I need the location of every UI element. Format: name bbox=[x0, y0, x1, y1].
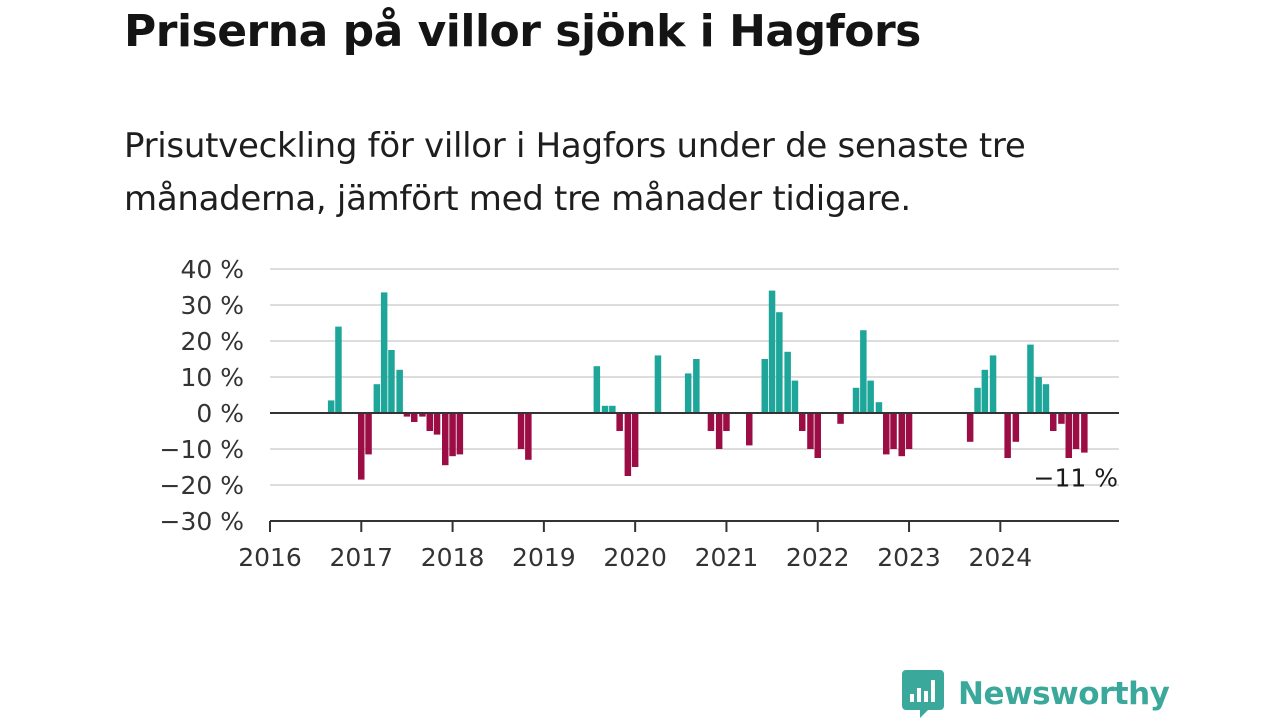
x-tick-label: 2017 bbox=[329, 543, 393, 572]
y-tick-label: −10 % bbox=[160, 435, 244, 464]
bar-chart: 40 %30 %20 %10 %0 %−10 %−20 %−30 % 2016 2… bbox=[160, 255, 1119, 572]
bar bbox=[396, 369, 403, 413]
bar bbox=[593, 366, 601, 413]
bar bbox=[860, 330, 867, 413]
bar bbox=[784, 351, 791, 413]
bar bbox=[791, 380, 799, 413]
y-tick-label: −20 % bbox=[160, 471, 244, 500]
bar bbox=[723, 413, 730, 431]
bars bbox=[327, 290, 1088, 480]
chart-subtitle: Prisutveckling för villor i Hagfors unde… bbox=[124, 126, 1026, 219]
bar bbox=[609, 405, 616, 413]
bar bbox=[388, 350, 395, 413]
bar bbox=[981, 369, 989, 413]
bar bbox=[624, 413, 632, 476]
bar bbox=[837, 413, 844, 424]
bar bbox=[1081, 413, 1088, 453]
bar bbox=[433, 413, 441, 435]
bar bbox=[525, 413, 532, 460]
y-tick-label: 20 % bbox=[180, 327, 244, 356]
bar bbox=[799, 413, 806, 431]
bar bbox=[1004, 413, 1011, 458]
bar bbox=[517, 413, 525, 449]
gridlines bbox=[270, 268, 1119, 486]
bar bbox=[1012, 413, 1020, 442]
x-tick-label: 2024 bbox=[969, 543, 1033, 572]
bar bbox=[1027, 344, 1034, 413]
bar bbox=[761, 359, 768, 413]
bar bbox=[601, 405, 609, 413]
bar bbox=[1035, 377, 1042, 413]
bar bbox=[875, 402, 883, 413]
bar bbox=[905, 413, 913, 449]
x-tick-label: 2023 bbox=[877, 543, 941, 572]
bar bbox=[358, 413, 365, 480]
bar bbox=[456, 413, 464, 455]
chart-title: Priserna på villor sjönk i Hagfors bbox=[124, 6, 921, 57]
newsworthy-logo-icon bbox=[902, 670, 944, 718]
y-tick-label: −30 % bbox=[160, 507, 244, 536]
bar bbox=[631, 413, 639, 467]
bar bbox=[776, 312, 783, 413]
bar bbox=[814, 413, 821, 458]
bar bbox=[966, 413, 974, 442]
bar bbox=[1042, 384, 1050, 413]
x-tick-label: 2022 bbox=[786, 543, 850, 572]
y-tick-label: 30 % bbox=[180, 291, 244, 320]
annotations: −11 % bbox=[1034, 464, 1118, 493]
bar bbox=[403, 413, 411, 417]
bar bbox=[974, 387, 981, 413]
bar bbox=[746, 413, 753, 446]
y-tick-label: 0 % bbox=[196, 399, 244, 428]
bar bbox=[327, 400, 335, 413]
bar bbox=[654, 355, 662, 413]
bar bbox=[380, 292, 388, 413]
x-tick-label: 2021 bbox=[695, 543, 759, 572]
bar bbox=[1050, 413, 1057, 431]
bar bbox=[852, 387, 860, 413]
bar bbox=[449, 413, 456, 457]
bar bbox=[883, 413, 890, 455]
y-axis-tick-labels: 40 % 30 % 20 % 10 % 0 % −10 % −20 % −30 % bbox=[160, 255, 244, 536]
x-axis: 2016 2017 2018 2019 2020 2021 2022 2023 2024 bbox=[238, 412, 1119, 572]
bar bbox=[373, 384, 381, 413]
x-tick-label: 2020 bbox=[603, 543, 667, 572]
bar bbox=[768, 290, 776, 413]
bar bbox=[684, 373, 692, 413]
bar bbox=[1072, 413, 1080, 449]
bar bbox=[365, 413, 372, 455]
x-tick-label: 2018 bbox=[421, 543, 485, 572]
bar bbox=[867, 380, 874, 413]
bar bbox=[442, 413, 449, 466]
brand-logo: Newsworthy bbox=[902, 670, 1170, 718]
bar bbox=[411, 413, 418, 422]
bar bbox=[616, 413, 623, 431]
bar bbox=[807, 413, 814, 449]
brand-name: Newsworthy bbox=[958, 676, 1170, 712]
bar bbox=[1065, 413, 1072, 458]
last-value-label: −11 % bbox=[1034, 464, 1118, 493]
bar bbox=[707, 413, 715, 431]
bar bbox=[335, 326, 342, 413]
bar bbox=[898, 413, 905, 457]
x-tick-label: 2016 bbox=[238, 543, 302, 572]
bar bbox=[989, 355, 997, 413]
y-tick-label: 10 % bbox=[180, 363, 244, 392]
bar bbox=[715, 413, 723, 449]
bar bbox=[693, 359, 700, 413]
bar bbox=[890, 413, 897, 449]
bar bbox=[419, 413, 426, 417]
x-tick-label: 2019 bbox=[512, 543, 576, 572]
bar bbox=[426, 413, 433, 431]
bar bbox=[1058, 413, 1065, 424]
y-tick-label: 40 % bbox=[180, 255, 244, 284]
